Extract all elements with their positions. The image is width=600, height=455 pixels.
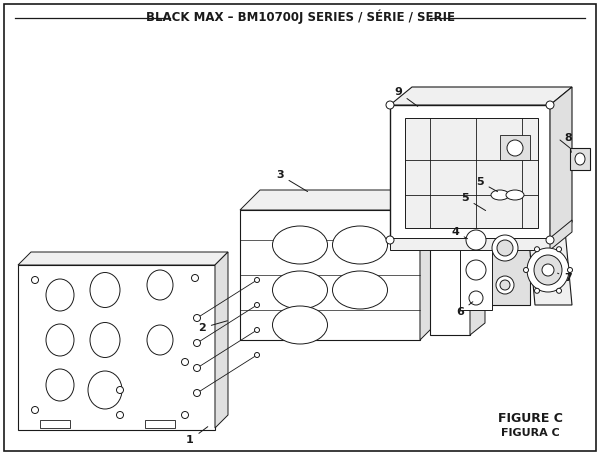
Ellipse shape: [497, 240, 513, 256]
Ellipse shape: [193, 339, 200, 347]
Ellipse shape: [523, 268, 529, 273]
Polygon shape: [390, 87, 572, 105]
Ellipse shape: [557, 288, 562, 293]
Polygon shape: [390, 105, 550, 240]
Ellipse shape: [254, 303, 260, 308]
Polygon shape: [18, 265, 215, 430]
Ellipse shape: [466, 260, 486, 280]
Polygon shape: [430, 183, 485, 195]
Ellipse shape: [506, 190, 524, 200]
Ellipse shape: [88, 371, 122, 409]
Ellipse shape: [546, 236, 554, 244]
Polygon shape: [40, 420, 70, 428]
Polygon shape: [570, 148, 590, 170]
Ellipse shape: [500, 280, 510, 290]
Ellipse shape: [116, 386, 124, 394]
Ellipse shape: [386, 101, 394, 109]
Ellipse shape: [568, 268, 572, 273]
Ellipse shape: [507, 140, 523, 156]
Ellipse shape: [46, 324, 74, 356]
Text: 5: 5: [476, 177, 497, 192]
Ellipse shape: [527, 248, 569, 292]
Polygon shape: [240, 210, 420, 340]
Ellipse shape: [332, 226, 388, 264]
Text: 4: 4: [451, 227, 467, 239]
Polygon shape: [430, 195, 470, 335]
Text: FIGURA C: FIGURA C: [500, 428, 559, 438]
Ellipse shape: [182, 359, 188, 365]
Ellipse shape: [496, 276, 514, 294]
Ellipse shape: [254, 353, 260, 358]
Text: 8: 8: [564, 133, 572, 152]
Ellipse shape: [535, 288, 539, 293]
Ellipse shape: [386, 236, 394, 244]
Ellipse shape: [535, 247, 539, 252]
Ellipse shape: [469, 291, 483, 305]
Polygon shape: [550, 220, 572, 250]
Ellipse shape: [182, 411, 188, 419]
Text: 9: 9: [394, 87, 418, 106]
Ellipse shape: [272, 306, 328, 344]
Ellipse shape: [492, 235, 518, 261]
Text: BLACK MAX – BM10700J SERIES / SÉRIE / SERIE: BLACK MAX – BM10700J SERIES / SÉRIE / SE…: [146, 10, 455, 24]
Ellipse shape: [193, 314, 200, 322]
Polygon shape: [390, 238, 550, 250]
Polygon shape: [240, 190, 440, 210]
Ellipse shape: [466, 230, 486, 250]
Text: 2: 2: [198, 321, 227, 333]
Polygon shape: [550, 87, 572, 240]
Ellipse shape: [272, 271, 328, 309]
Polygon shape: [215, 252, 228, 428]
Ellipse shape: [90, 273, 120, 308]
Polygon shape: [405, 118, 538, 228]
Ellipse shape: [32, 406, 38, 414]
Polygon shape: [487, 195, 525, 225]
Ellipse shape: [46, 279, 74, 311]
Ellipse shape: [32, 277, 38, 283]
Ellipse shape: [193, 389, 200, 396]
Ellipse shape: [147, 270, 173, 300]
Text: 7: 7: [557, 273, 572, 283]
Text: 6: 6: [456, 302, 473, 317]
Polygon shape: [18, 252, 228, 265]
Polygon shape: [528, 230, 572, 305]
Ellipse shape: [116, 411, 124, 419]
Ellipse shape: [542, 264, 554, 276]
Text: 1: 1: [186, 427, 208, 445]
Ellipse shape: [546, 101, 554, 109]
Polygon shape: [420, 190, 440, 340]
Ellipse shape: [557, 247, 562, 252]
Polygon shape: [470, 183, 485, 335]
Ellipse shape: [254, 278, 260, 283]
Polygon shape: [487, 220, 530, 305]
Ellipse shape: [193, 364, 200, 371]
Polygon shape: [500, 135, 530, 160]
Text: FIGURE C: FIGURE C: [497, 411, 562, 425]
Text: 3: 3: [276, 170, 308, 192]
Ellipse shape: [90, 323, 120, 358]
Ellipse shape: [147, 325, 173, 355]
Ellipse shape: [575, 153, 585, 165]
Ellipse shape: [254, 328, 260, 333]
Ellipse shape: [534, 255, 562, 285]
Polygon shape: [145, 420, 175, 428]
Ellipse shape: [46, 369, 74, 401]
Ellipse shape: [191, 274, 199, 282]
Ellipse shape: [272, 226, 328, 264]
Ellipse shape: [491, 190, 509, 200]
Ellipse shape: [332, 271, 388, 309]
Polygon shape: [460, 215, 492, 310]
Text: 5: 5: [461, 193, 485, 211]
